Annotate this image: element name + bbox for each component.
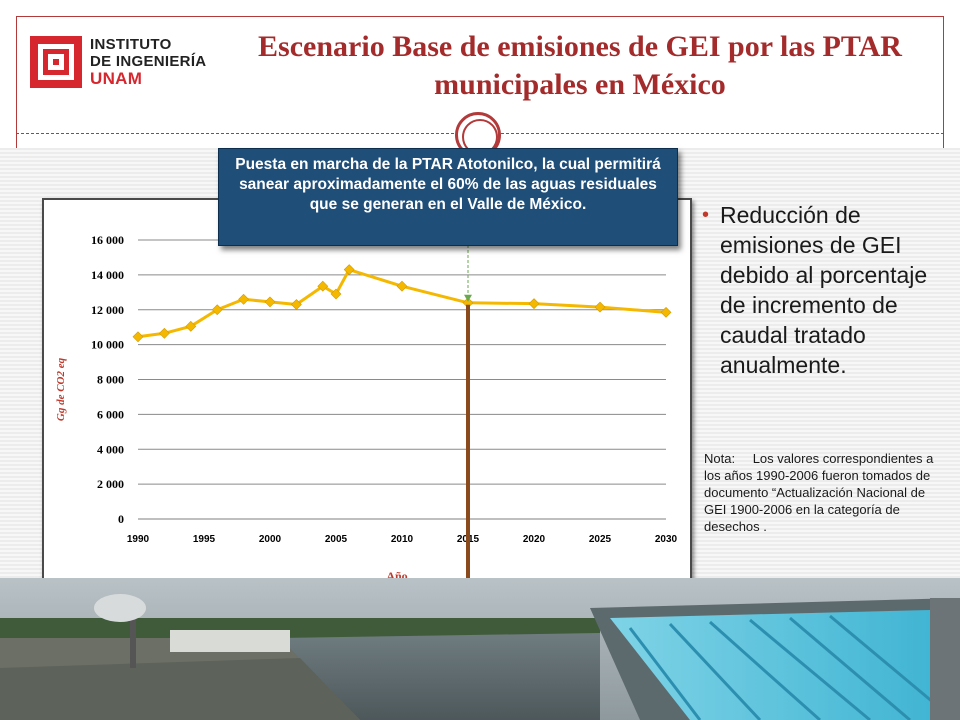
- slide-title: Escenario Base de emisiones de GEI por l…: [258, 30, 902, 101]
- x-tick-label: 1995: [193, 534, 216, 545]
- bullet-text: Reducción de emisiones de GEI debido al …: [720, 202, 928, 378]
- footnote: Nota: Los valores correspondientes a los…: [704, 450, 942, 535]
- x-tick-label: 2025: [589, 534, 612, 545]
- y-tick-label: 6 000: [97, 407, 124, 421]
- data-point: [158, 327, 170, 339]
- y-tick-label: 2 000: [97, 477, 124, 491]
- data-point: [238, 293, 250, 305]
- marker-arrow-icon: [464, 294, 472, 302]
- treatment-plant-photo: [0, 578, 960, 720]
- logo-mark-icon: [30, 36, 82, 88]
- x-tick-label: 2030: [655, 534, 678, 545]
- x-tick-label: 2010: [391, 534, 414, 545]
- x-tick-label: 2005: [325, 534, 348, 545]
- series-line: [137, 268, 667, 339]
- data-point: [290, 299, 302, 310]
- y-tick-label: 10 000: [91, 338, 124, 352]
- logo-text: INSTITUTO DE INGENIERÍA UNAM: [90, 36, 206, 87]
- data-point: [330, 288, 342, 300]
- callout-box: Puesta en marcha de la PTAR Atotonilco, …: [218, 148, 678, 246]
- chart-svg: 0 2 000 4 000 6 000 8 000 10 000 12 000 14 000 1…: [55, 230, 678, 589]
- x-tick-label: 1990: [127, 534, 150, 545]
- data-point: [264, 296, 276, 308]
- logo-line-1: INSTITUTO: [90, 36, 172, 53]
- y-axis-label: Gg de CO2 eq: [55, 357, 67, 421]
- photo-illustration: [0, 578, 960, 720]
- y-tick-label: 12 000: [91, 303, 124, 317]
- y-tick-label: 4 000: [97, 442, 124, 456]
- bullet-dot-icon: •: [702, 204, 710, 226]
- y-tick-label: 16 000: [91, 233, 124, 247]
- data-point: [132, 331, 144, 343]
- y-tick-label: 8 000: [97, 373, 124, 387]
- bullet-point: • Reducción de emisiones de GEI debido a…: [700, 200, 940, 380]
- data-point: [660, 306, 672, 318]
- x-tick-label: 2000: [259, 534, 282, 545]
- x-tick-label: 2020: [523, 534, 546, 545]
- y-tick-label: 14 000: [91, 268, 124, 282]
- note-text: Los valores correspondientes a los años …: [704, 451, 934, 534]
- data-point: [396, 280, 408, 292]
- note-label: Nota:: [704, 451, 736, 466]
- logo-line-2: DE INGENIERÍA: [90, 53, 207, 70]
- data-point: [211, 304, 223, 316]
- data-point: [317, 280, 329, 292]
- data-point: [594, 301, 606, 313]
- y-tick-label: 0: [118, 512, 124, 526]
- data-point: [528, 298, 540, 310]
- data-point: [185, 320, 197, 332]
- institute-logo: INSTITUTO DE INGENIERÍA UNAM: [30, 36, 210, 94]
- logo-line-3: UNAM: [90, 69, 143, 88]
- emissions-chart: 0 2 000 4 000 6 000 8 000 10 000 12 000 14 000 1…: [42, 198, 692, 592]
- data-point: [343, 264, 355, 276]
